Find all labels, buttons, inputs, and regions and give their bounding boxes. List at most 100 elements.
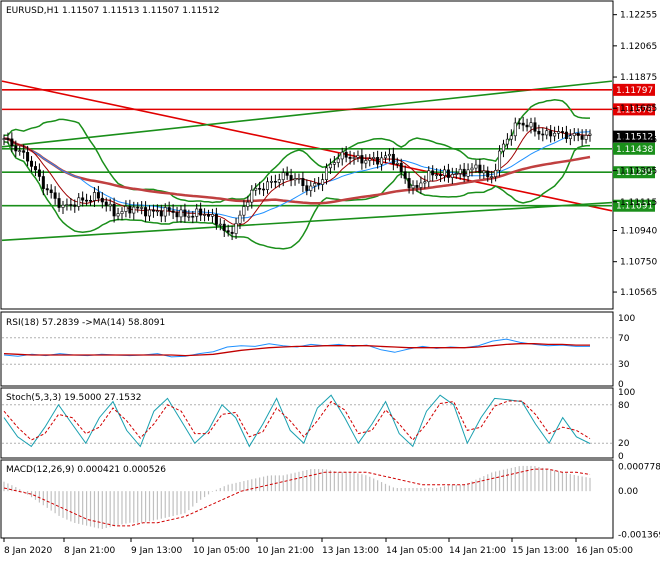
candle-body — [14, 145, 18, 152]
candle-body — [541, 133, 545, 136]
candle-body — [553, 132, 557, 137]
macd-tick-label: 0.000778 — [618, 463, 660, 473]
candle-body — [246, 201, 250, 207]
candle-body — [407, 178, 411, 189]
candle-body — [545, 130, 549, 136]
level-badge-1.11438 — [613, 142, 655, 155]
candle-body — [238, 214, 242, 224]
candle-body — [340, 151, 344, 160]
level-badge-1.11512 — [613, 130, 655, 143]
candle-body — [419, 182, 423, 188]
time-tick-label: 14 Jan 05:00 — [386, 546, 443, 556]
candle-body — [324, 167, 328, 180]
time-tick-label: 14 Jan 21:00 — [449, 546, 506, 556]
candle-body — [380, 157, 384, 165]
macd-title: MACD(12,26,9) 0.000421 0.000526 — [6, 465, 166, 475]
candle-body — [336, 158, 340, 163]
level-badge-1.11295 — [613, 166, 655, 179]
level-badge-text-1.11512: 1.11512 — [616, 133, 653, 143]
candle-body — [230, 231, 234, 234]
candle-body — [458, 168, 462, 174]
candle-body — [521, 122, 525, 126]
candle-body — [376, 157, 380, 165]
candle-body — [124, 206, 128, 212]
level-badge-text-1.11797: 1.11797 — [616, 86, 653, 96]
time-tick-label: 9 Jan 13:00 — [131, 546, 183, 556]
time-tick-label: 16 Jan 05:00 — [576, 546, 633, 556]
price-tick-label: 1.11495 — [620, 135, 657, 145]
price-tick-label: 1.12065 — [620, 42, 657, 52]
candle-body — [305, 185, 309, 191]
candle-body — [289, 175, 293, 181]
candle-body — [273, 180, 277, 183]
candle-body — [214, 214, 218, 225]
rsi-line — [3, 338, 590, 358]
stoch-title: Stoch(5,3,3) 19.5000 27.1532 — [6, 393, 141, 403]
trendline-green — [1, 201, 613, 242]
candle-body — [293, 178, 297, 181]
candle-body — [26, 152, 30, 162]
candle-body — [525, 124, 529, 128]
candle-body — [446, 169, 450, 178]
candle-body — [183, 209, 187, 217]
candle-body — [69, 204, 73, 206]
candle-body — [490, 176, 494, 178]
candle-body — [395, 162, 399, 165]
candle-body — [277, 179, 281, 183]
candle-body — [207, 214, 211, 217]
macd-tick-label: -0.001369 — [618, 530, 660, 540]
candle-body — [258, 188, 262, 190]
rsi-ma-line — [3, 343, 590, 357]
price-tick-label: 1.11305 — [620, 167, 657, 177]
stoch-tick-label: 80 — [618, 401, 630, 411]
candle-body — [175, 212, 179, 218]
level-badge-1.11678 — [613, 103, 655, 116]
moving-average-mid — [3, 131, 591, 219]
candle-body — [564, 131, 568, 139]
candle-body — [423, 181, 427, 184]
price-pane-frame — [0, 0, 614, 310]
candle-body — [104, 201, 108, 207]
candle-body — [250, 189, 254, 203]
candle-body — [368, 158, 372, 161]
candle-body — [57, 198, 61, 208]
candle-body — [328, 163, 332, 169]
candle-body — [549, 130, 553, 137]
candle-body — [505, 138, 509, 145]
time-tick-label: 10 Jan 21:00 — [257, 546, 314, 556]
candle-body — [73, 204, 77, 207]
candle-body — [403, 171, 407, 179]
candle-body — [399, 162, 403, 172]
time-tick-label: 8 Jan 2020 — [4, 546, 52, 556]
candle-body — [372, 157, 376, 160]
candle-body — [151, 209, 155, 212]
candle-body — [387, 153, 391, 157]
candle-body — [89, 200, 93, 202]
candle-body — [427, 170, 431, 183]
candle-body — [77, 197, 81, 207]
candle-body — [580, 135, 584, 140]
bollinger-upper — [3, 99, 590, 204]
price-tick-label: 1.11685 — [620, 104, 657, 114]
macd-pane-frame — [0, 459, 614, 539]
rsi-tick-label: 0 — [618, 380, 624, 390]
candle-body — [297, 178, 301, 180]
candle-body — [10, 138, 14, 147]
rsi-title: RSI(18) 57.2839 — [6, 318, 79, 328]
price-tick-label: 1.10750 — [620, 258, 657, 268]
candle-body — [557, 131, 561, 134]
candle-body — [537, 130, 541, 135]
level-badge-text-1.11295: 1.11295 — [616, 168, 653, 178]
candle-body — [96, 192, 100, 199]
candle-body — [509, 135, 513, 140]
price-tick-label: 1.10565 — [620, 288, 657, 298]
price-tick-label: 1.10940 — [620, 227, 657, 237]
level-badge-text-1.11678: 1.11678 — [616, 105, 653, 115]
candle-body — [474, 164, 478, 169]
candle-body — [313, 183, 317, 187]
candle-body — [572, 132, 576, 136]
candle-body — [195, 208, 199, 217]
candle-body — [332, 162, 336, 165]
